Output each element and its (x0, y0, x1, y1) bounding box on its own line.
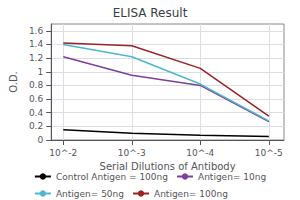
svg-text:0.8: 0.8 (29, 80, 44, 90)
svg-text:Control Antigen = 100ng: Control Antigen = 100ng (56, 172, 168, 182)
svg-text:1.2: 1.2 (29, 53, 43, 63)
svg-text:0.6: 0.6 (29, 94, 44, 104)
svg-text:1.6: 1.6 (29, 26, 44, 36)
svg-text:Serial Dilutions of Antibody: Serial Dilutions of Antibody (99, 161, 236, 173)
svg-text:Antigen= 100ng: Antigen= 100ng (154, 189, 228, 199)
svg-text:0.4: 0.4 (29, 108, 44, 118)
svg-text:10^-4: 10^-4 (186, 148, 214, 158)
svg-text:O.D.: O.D. (8, 71, 19, 93)
svg-text:0: 0 (37, 135, 43, 145)
svg-text:10^-3: 10^-3 (118, 148, 146, 158)
svg-text:ELISA Result: ELISA Result (113, 6, 188, 20)
svg-text:1: 1 (37, 67, 43, 77)
svg-text:0.2: 0.2 (29, 121, 43, 131)
svg-text:1.4: 1.4 (29, 39, 44, 49)
svg-text:10^-5: 10^-5 (255, 148, 283, 158)
svg-text:10^-2: 10^-2 (49, 148, 77, 158)
svg-text:Antigen= 10ng: Antigen= 10ng (198, 172, 266, 182)
svg-text:Antigen= 50ng: Antigen= 50ng (56, 189, 124, 199)
